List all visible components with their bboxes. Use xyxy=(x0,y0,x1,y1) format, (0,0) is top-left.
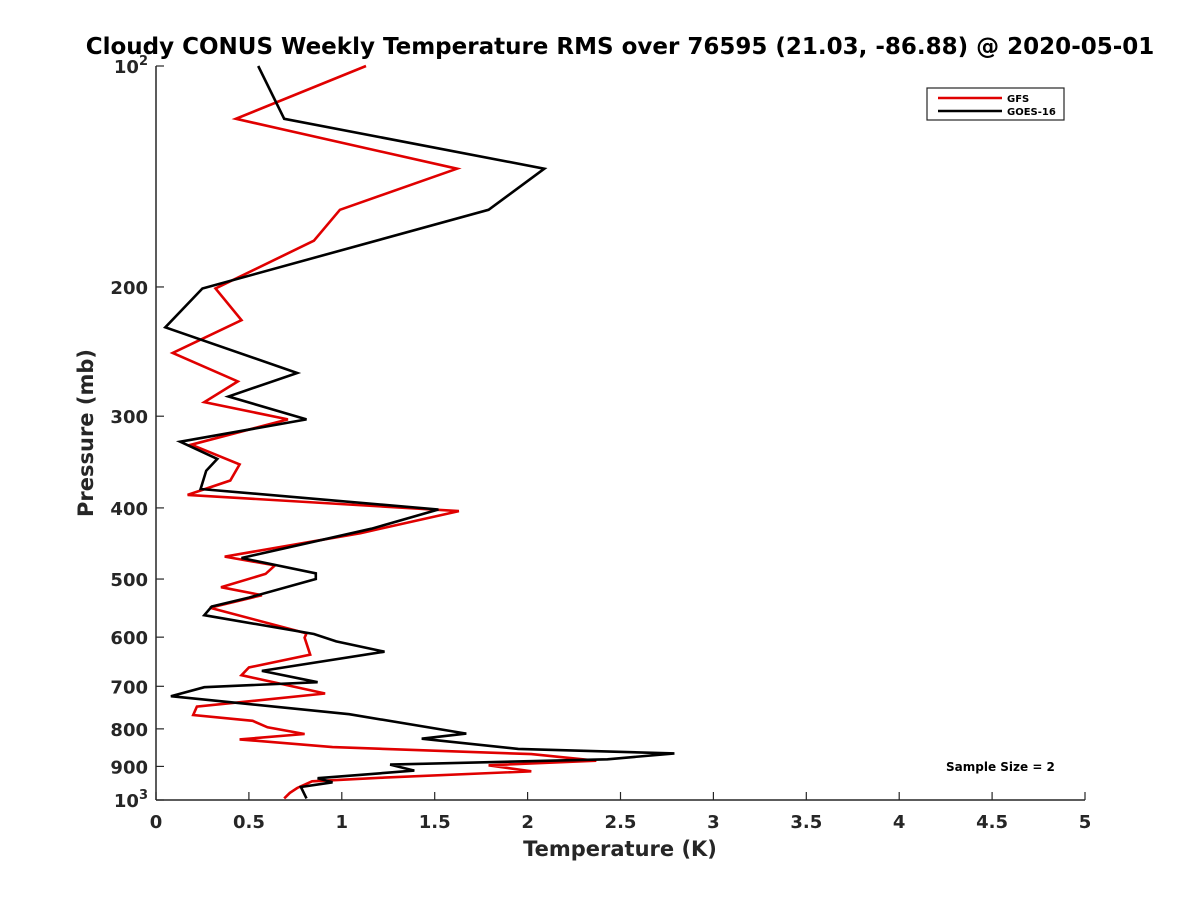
y-tick-label: 300 xyxy=(110,407,148,428)
y-tick-label: 800 xyxy=(110,720,148,741)
y-axis-label: Pressure (mb) xyxy=(74,349,98,517)
y-tick-base: 10 xyxy=(114,57,139,78)
x-tick-label: 0.5 xyxy=(233,812,265,833)
x-tick-label: 3 xyxy=(707,812,720,833)
series-line-goes-16 xyxy=(162,65,675,799)
x-tick-label: 2.5 xyxy=(605,812,637,833)
legend-label-goes-16: GOES-16 xyxy=(1007,107,1056,118)
x-tick-label: 4.5 xyxy=(976,812,1008,833)
y-tick-base: 10 xyxy=(114,791,139,812)
chart-title: Cloudy CONUS Weekly Temperature RMS over… xyxy=(86,34,1155,60)
x-tick-label: 0 xyxy=(150,812,163,833)
axes xyxy=(155,66,1085,801)
y-tick-label: 700 xyxy=(110,677,148,698)
y-tick-label: 600 xyxy=(110,628,148,649)
x-tick-label: 5 xyxy=(1079,812,1092,833)
legend: GFS GOES-16 xyxy=(926,87,1065,121)
y-tick-label: 400 xyxy=(110,499,148,520)
x-tick-label: 3.5 xyxy=(790,812,822,833)
y-tick-label: 900 xyxy=(110,757,148,778)
y-tick-label: 500 xyxy=(110,570,148,591)
sample-size-annotation: Sample Size = 2 xyxy=(946,760,1055,774)
y-tick-exponent: 2 xyxy=(139,54,148,69)
y-tick-exponent: 3 xyxy=(139,788,148,803)
y-tick-label: 102 xyxy=(114,54,148,78)
legend-label-gfs: GFS xyxy=(1007,94,1029,105)
y-tick-label: 200 xyxy=(110,278,148,299)
series-layer xyxy=(162,64,675,800)
x-tick-label: 1.5 xyxy=(419,812,451,833)
legend-box xyxy=(926,87,1065,121)
x-tick-label: 4 xyxy=(893,812,906,833)
x-axis-label: Temperature (K) xyxy=(523,837,717,861)
y-tick-label: 103 xyxy=(114,788,148,812)
x-tick-label: 2 xyxy=(521,812,534,833)
x-tick-label: 1 xyxy=(336,812,349,833)
x-ticks: 0 0.5 1 1.5 2 2.5 3 3.5 4 4.5 5 xyxy=(150,792,1092,833)
